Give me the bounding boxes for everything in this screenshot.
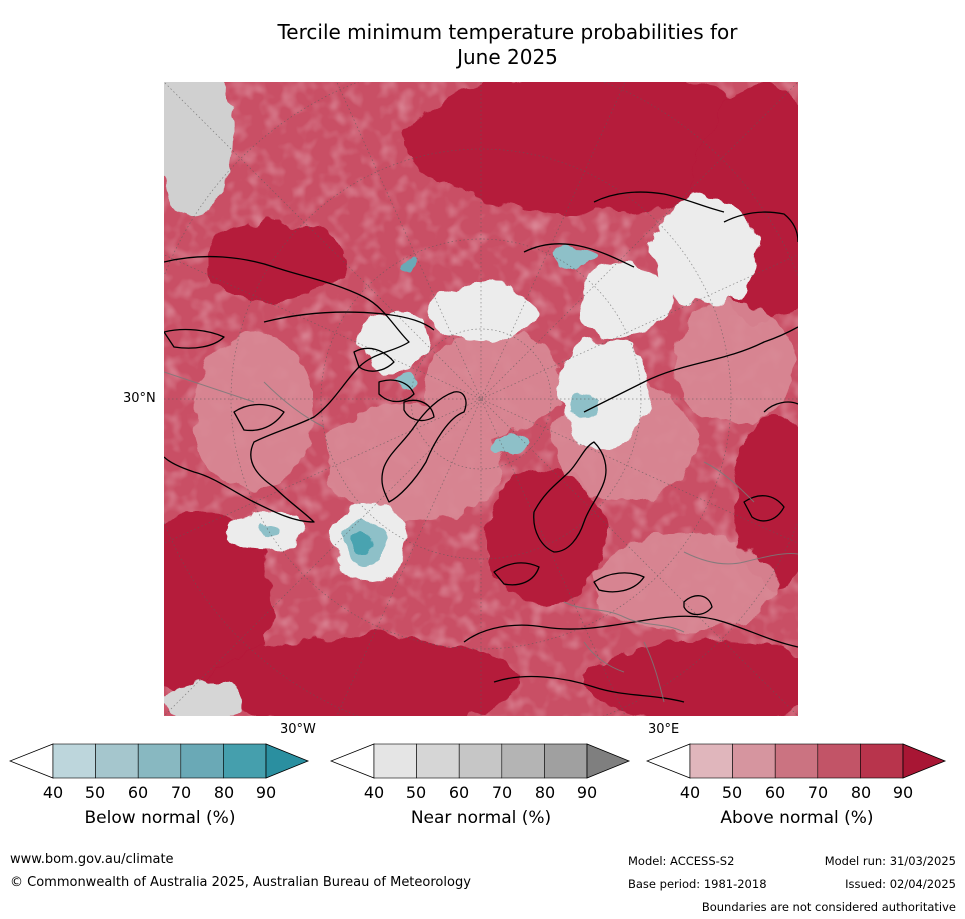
tick: 80 — [850, 783, 872, 802]
footer-model-run: Model run: 31/03/2025 — [824, 854, 956, 868]
country-borders — [164, 371, 798, 703]
colorbar-near-normal-label: Near normal (%) — [410, 808, 552, 828]
colorbar-above-normal-ticks: 40 50 60 70 80 90 — [646, 783, 965, 803]
colorbar-above-normal-svg — [646, 743, 947, 779]
lat-label-30n: 30°N — [123, 391, 156, 406]
footer-issued: Issued: 02/04/2025 — [845, 877, 956, 891]
title-line-2: June 2025 — [457, 45, 558, 69]
footer-base-period: Base period: 1981-2018 — [628, 877, 767, 891]
colorbar-cell — [544, 743, 588, 779]
colorbar-extend-high — [265, 743, 310, 779]
colorbar-near-normal-ticks: 40 50 60 70 80 90 — [330, 783, 650, 803]
tick: 50 — [405, 783, 427, 802]
tick: 90 — [892, 783, 914, 802]
tick: 60 — [764, 783, 786, 802]
colorbar-below-normal: 40 50 60 70 80 90 Below normal (%) — [9, 742, 329, 832]
colorbar-cell — [95, 743, 139, 779]
footer-model: Model: ACCESS-S2 — [628, 854, 735, 868]
coastlines — [164, 191, 798, 703]
tick: 80 — [534, 783, 556, 802]
colorbar-cell — [416, 743, 460, 779]
tick: 70 — [170, 783, 192, 802]
probability-map — [164, 82, 798, 716]
colorbar-cell — [137, 743, 182, 779]
lon-label-30w: 30°W — [280, 722, 316, 737]
lon-label-30e: 30°E — [648, 722, 680, 737]
tick: 70 — [491, 783, 513, 802]
colorbar-extend-high — [586, 743, 631, 779]
colorbar-cell — [860, 743, 904, 779]
colorbar-cell — [501, 743, 545, 779]
colorbar-extend-low — [646, 743, 691, 779]
colorbar-cell — [223, 743, 267, 779]
tick: 90 — [255, 783, 277, 802]
colorbar-cell — [52, 743, 96, 779]
colorbar-below-normal-svg — [9, 743, 310, 779]
tick: 50 — [721, 783, 743, 802]
below-normal-areas — [259, 247, 602, 567]
colorbar-cell — [180, 743, 224, 779]
tick: 40 — [42, 783, 64, 802]
title-line-1: Tercile minimum temperature probabilitie… — [277, 20, 738, 44]
colorbar-cell — [689, 743, 733, 779]
colorbar-near-normal: 40 50 60 70 80 90 Near normal (%) — [330, 742, 650, 832]
map-canvas — [164, 82, 798, 716]
footer-disclaimer: Boundaries are not considered authoritat… — [701, 900, 956, 914]
colorbar-extend-low — [330, 743, 375, 779]
colorbar-extend-high — [902, 743, 947, 779]
tick: 70 — [807, 783, 829, 802]
colorbar-above-normal-label: Above normal (%) — [720, 808, 874, 828]
colorbar-extend-low — [9, 743, 54, 779]
map-title: Tercile minimum temperature probabilitie… — [180, 20, 835, 70]
tick: 60 — [127, 783, 149, 802]
tick: 40 — [679, 783, 701, 802]
tick: 90 — [576, 783, 598, 802]
footer-url: www.bom.gov.au/climate — [10, 852, 174, 867]
colorbar-cell — [817, 743, 861, 779]
graticule — [164, 82, 798, 716]
colorbar-above-normal: 40 50 60 70 80 90 Above normal (%) — [646, 742, 965, 832]
colorbar-below-normal-label: Below normal (%) — [84, 808, 236, 828]
above-normal-dark-areas — [164, 82, 798, 716]
tick: 60 — [448, 783, 470, 802]
colorbar-below-normal-ticks: 40 50 60 70 80 90 — [9, 783, 329, 803]
colorbar-cell — [458, 743, 503, 779]
footer-copyright: © Commonwealth of Australia 2025, Austra… — [10, 875, 471, 890]
colorbar-near-normal-svg — [330, 743, 631, 779]
colorbar-cell — [774, 743, 819, 779]
colorbar-cell — [373, 743, 417, 779]
tick: 40 — [363, 783, 385, 802]
tick: 80 — [213, 783, 235, 802]
tick: 50 — [84, 783, 106, 802]
colorbar-cell — [732, 743, 776, 779]
